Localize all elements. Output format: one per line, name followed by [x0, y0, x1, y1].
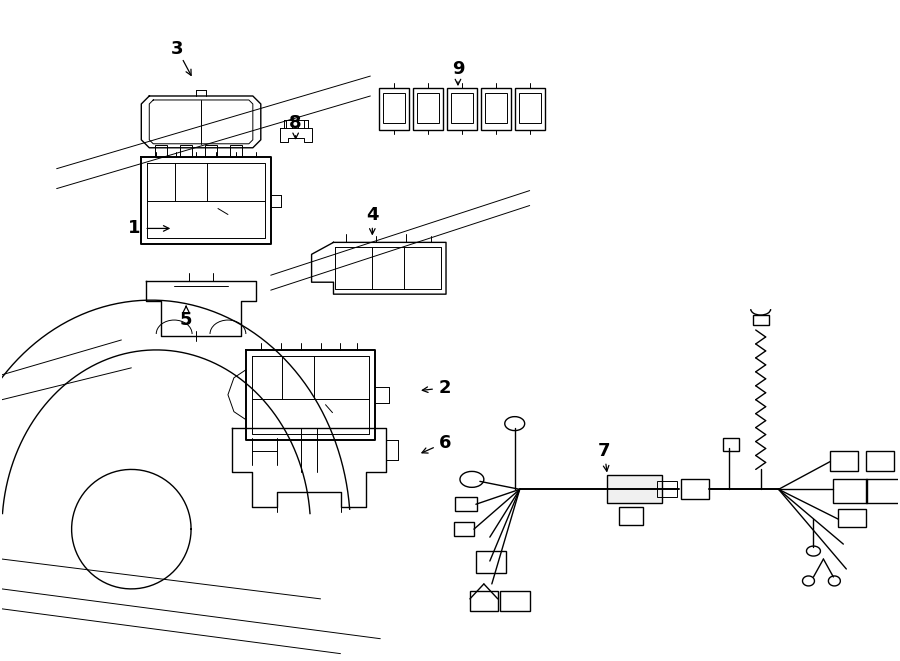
Bar	[476, 551, 506, 573]
Bar	[379, 88, 410, 130]
Text: 3: 3	[171, 40, 184, 58]
Text: 1: 1	[128, 219, 140, 237]
Bar	[417, 93, 439, 123]
Bar	[455, 497, 477, 511]
Bar	[657, 481, 677, 497]
Text: 9: 9	[452, 60, 464, 78]
Bar	[205, 145, 217, 157]
Text: 2: 2	[439, 379, 451, 397]
Bar	[230, 145, 242, 157]
Bar	[839, 509, 866, 527]
Bar	[866, 451, 894, 471]
Bar	[383, 93, 405, 123]
Bar	[500, 591, 530, 611]
Bar	[831, 451, 859, 471]
Text: 7: 7	[598, 442, 610, 461]
Bar	[515, 88, 544, 130]
Text: 4: 4	[366, 206, 379, 225]
Bar	[451, 93, 472, 123]
Bar	[752, 315, 769, 325]
Bar	[866, 479, 900, 503]
Bar	[608, 475, 662, 503]
Bar	[619, 507, 644, 525]
Bar	[833, 479, 868, 503]
Bar	[481, 88, 510, 130]
Bar	[518, 93, 541, 123]
Text: 5: 5	[180, 311, 193, 329]
Bar	[485, 93, 507, 123]
Bar	[180, 145, 192, 157]
Bar	[723, 438, 739, 451]
Bar	[454, 522, 474, 536]
Text: 6: 6	[439, 434, 451, 451]
Bar	[470, 591, 498, 611]
Bar	[155, 145, 167, 157]
Bar	[447, 88, 477, 130]
Bar	[681, 479, 709, 499]
Text: 8: 8	[289, 114, 302, 132]
Bar	[413, 88, 443, 130]
